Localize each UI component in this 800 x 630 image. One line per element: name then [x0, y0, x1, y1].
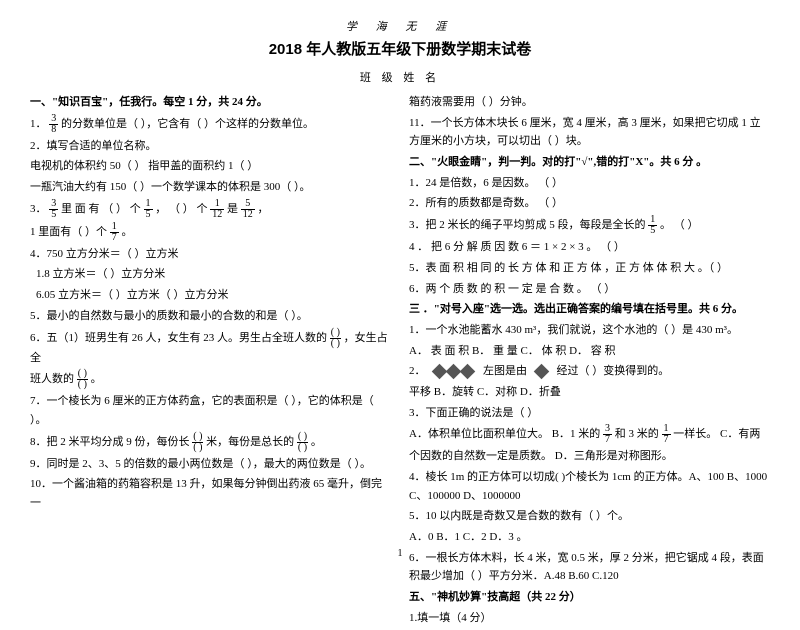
q3-line2: 1 里面有（ ）个 17 。	[30, 222, 391, 243]
r19: 6．一根长方体木料，长 4 米，宽 0.5 米，厚 2 分米，把它锯成 4 段，…	[409, 549, 770, 586]
q6c: 班人数的 ( )( ) 。	[30, 369, 391, 390]
page-number: 1	[398, 548, 403, 559]
r20: 1.填一填（4 分）	[409, 609, 770, 628]
r12: 平移 B．旋转 C．对称 D．折叠	[409, 383, 770, 402]
q2: 2．填写合适的单位名称。	[30, 137, 391, 156]
q4: 4．750 立方分米＝（ ）立方米	[30, 245, 391, 264]
section-3-head: 三 ．"对号入座"选一选。选出正确答案的编号填在括号里。共 6 分。	[409, 300, 770, 319]
r1: 箱药液需要用（ ）分钟。	[409, 93, 770, 112]
r8: 6．两 个 质 数 的 积 一 定 是 合 数 。 （ ）	[409, 280, 770, 299]
q10: 10．一个酱油箱的药箱容积是 13 升，如果每分钟倒出药液 65 毫升，倒完一	[30, 475, 391, 512]
single-diamond-icon	[532, 363, 552, 381]
r13: 3．下面正确的说法是（ ）	[409, 404, 770, 423]
q4b: 6.05 立方米＝（ ）立方米（ ）立方分米	[30, 286, 391, 305]
r5: 3．把 2 米长的绳子平均剪成 5 段，每段是全长的 15 。 （ ）	[409, 215, 770, 236]
r2: 11．一个长方体木块长 6 厘米，宽 4 厘米，高 3 厘米，如果把它切成 1 …	[409, 114, 770, 151]
r10: A． 表 面 积 B． 重 量 C． 体 积 D． 容 积	[409, 342, 770, 361]
r18: A．0 B．1 C．2 D．3 。	[409, 528, 770, 547]
q6: 6．五（1）班男生有 26 人，女生有 23 人。男生占全班人数的 ( )( )…	[30, 328, 391, 368]
right-column: 箱药液需要用（ ）分钟。 11．一个长方体木块长 6 厘米，宽 4 厘米，高 3…	[409, 93, 770, 630]
q3: 3． 35 里 面 有 （ ） 个 15 ， （ ） 个 112 是 512 ，	[30, 199, 391, 220]
header-tag: 学 海 无 涯	[30, 18, 770, 34]
exam-title: 2018 年人教版五年级下册数学期末试卷	[30, 38, 770, 59]
r7: 5．表 面 积 相 同 的 长 方 体 和 正 方 体 ，正 方 体 体 积 大…	[409, 259, 770, 278]
q5: 5．最小的自然数与最小的质数和最小的合数的和是（ ）。	[30, 307, 391, 326]
left-column: 一、"知识百宝"，任我行。每空 1 分，共 24 分。 1． 38 的分数单位是…	[30, 93, 391, 630]
r3: 1．24 是倍数，6 是因数。 （ ）	[409, 174, 770, 193]
q1: 1． 38 的分数单位是（ ），它含有（ ）个这样的分数单位。	[30, 114, 391, 135]
q2a: 电视机的体积约 50（ ） 指甲盖的面积约 1（ ）	[30, 157, 391, 176]
section-5-head: 五、"神机妙算"技高超（共 22 分）	[409, 588, 770, 607]
fraction: 38	[49, 114, 58, 135]
r17: 5．10 以内既是奇数又是合数的数有（ ）个。	[409, 507, 770, 526]
r9: 1．一个水池能蓄水 430 m³，我们就说，这个水池的（ ）是 430 m³。	[409, 321, 770, 340]
section-1-head: 一、"知识百宝"，任我行。每空 1 分，共 24 分。	[30, 93, 391, 112]
q9: 9．同时是 2、3、5 的倍数的最小两位数是（ ），最大的两位数是（ ）。	[30, 455, 391, 474]
r14: A．体积单位比面积单位大。 B．1 米的 37 和 3 米的 17 一样长。 C…	[409, 424, 770, 445]
r4: 2．所有的质数都是奇数。 （ ）	[409, 194, 770, 213]
r16: 4．棱长 1m 的正方体可以切成( )个棱长为 1cm 的正方体。A、100 B…	[409, 468, 770, 505]
q2b: 一瓶汽油大约有 150（ ）一个数学课本的体积是 300（ ）。	[30, 178, 391, 197]
r15: 个因数的自然数一定是质数。 D．三角形是对称图形。	[409, 447, 770, 466]
exam-subtitle: 班 级 姓 名	[30, 69, 770, 85]
r6: 4 ． 把 6 分 解 质 因 数 6 ＝ 1 × 2 × 3 。 （ ）	[409, 238, 770, 257]
r11: 2． 左图是由 经过（ ）变换得到的。	[409, 362, 770, 381]
q7: 7．一个棱长为 6 厘米的正方体药盒，它的表面积是（ ），它的体积是（ ）。	[30, 392, 391, 429]
diamond-pattern-icon	[430, 363, 478, 381]
q4a: 1.8 立方米＝（ ）立方分米	[30, 265, 391, 284]
section-2-head: 二、"火眼金睛"，判一判。对的打"√",错的打"X"。共 6 分 。	[409, 153, 770, 172]
q8: 8．把 2 米平均分成 9 份，每份长 ( )( ) 米，每份是总长的 ( )(…	[30, 432, 391, 453]
